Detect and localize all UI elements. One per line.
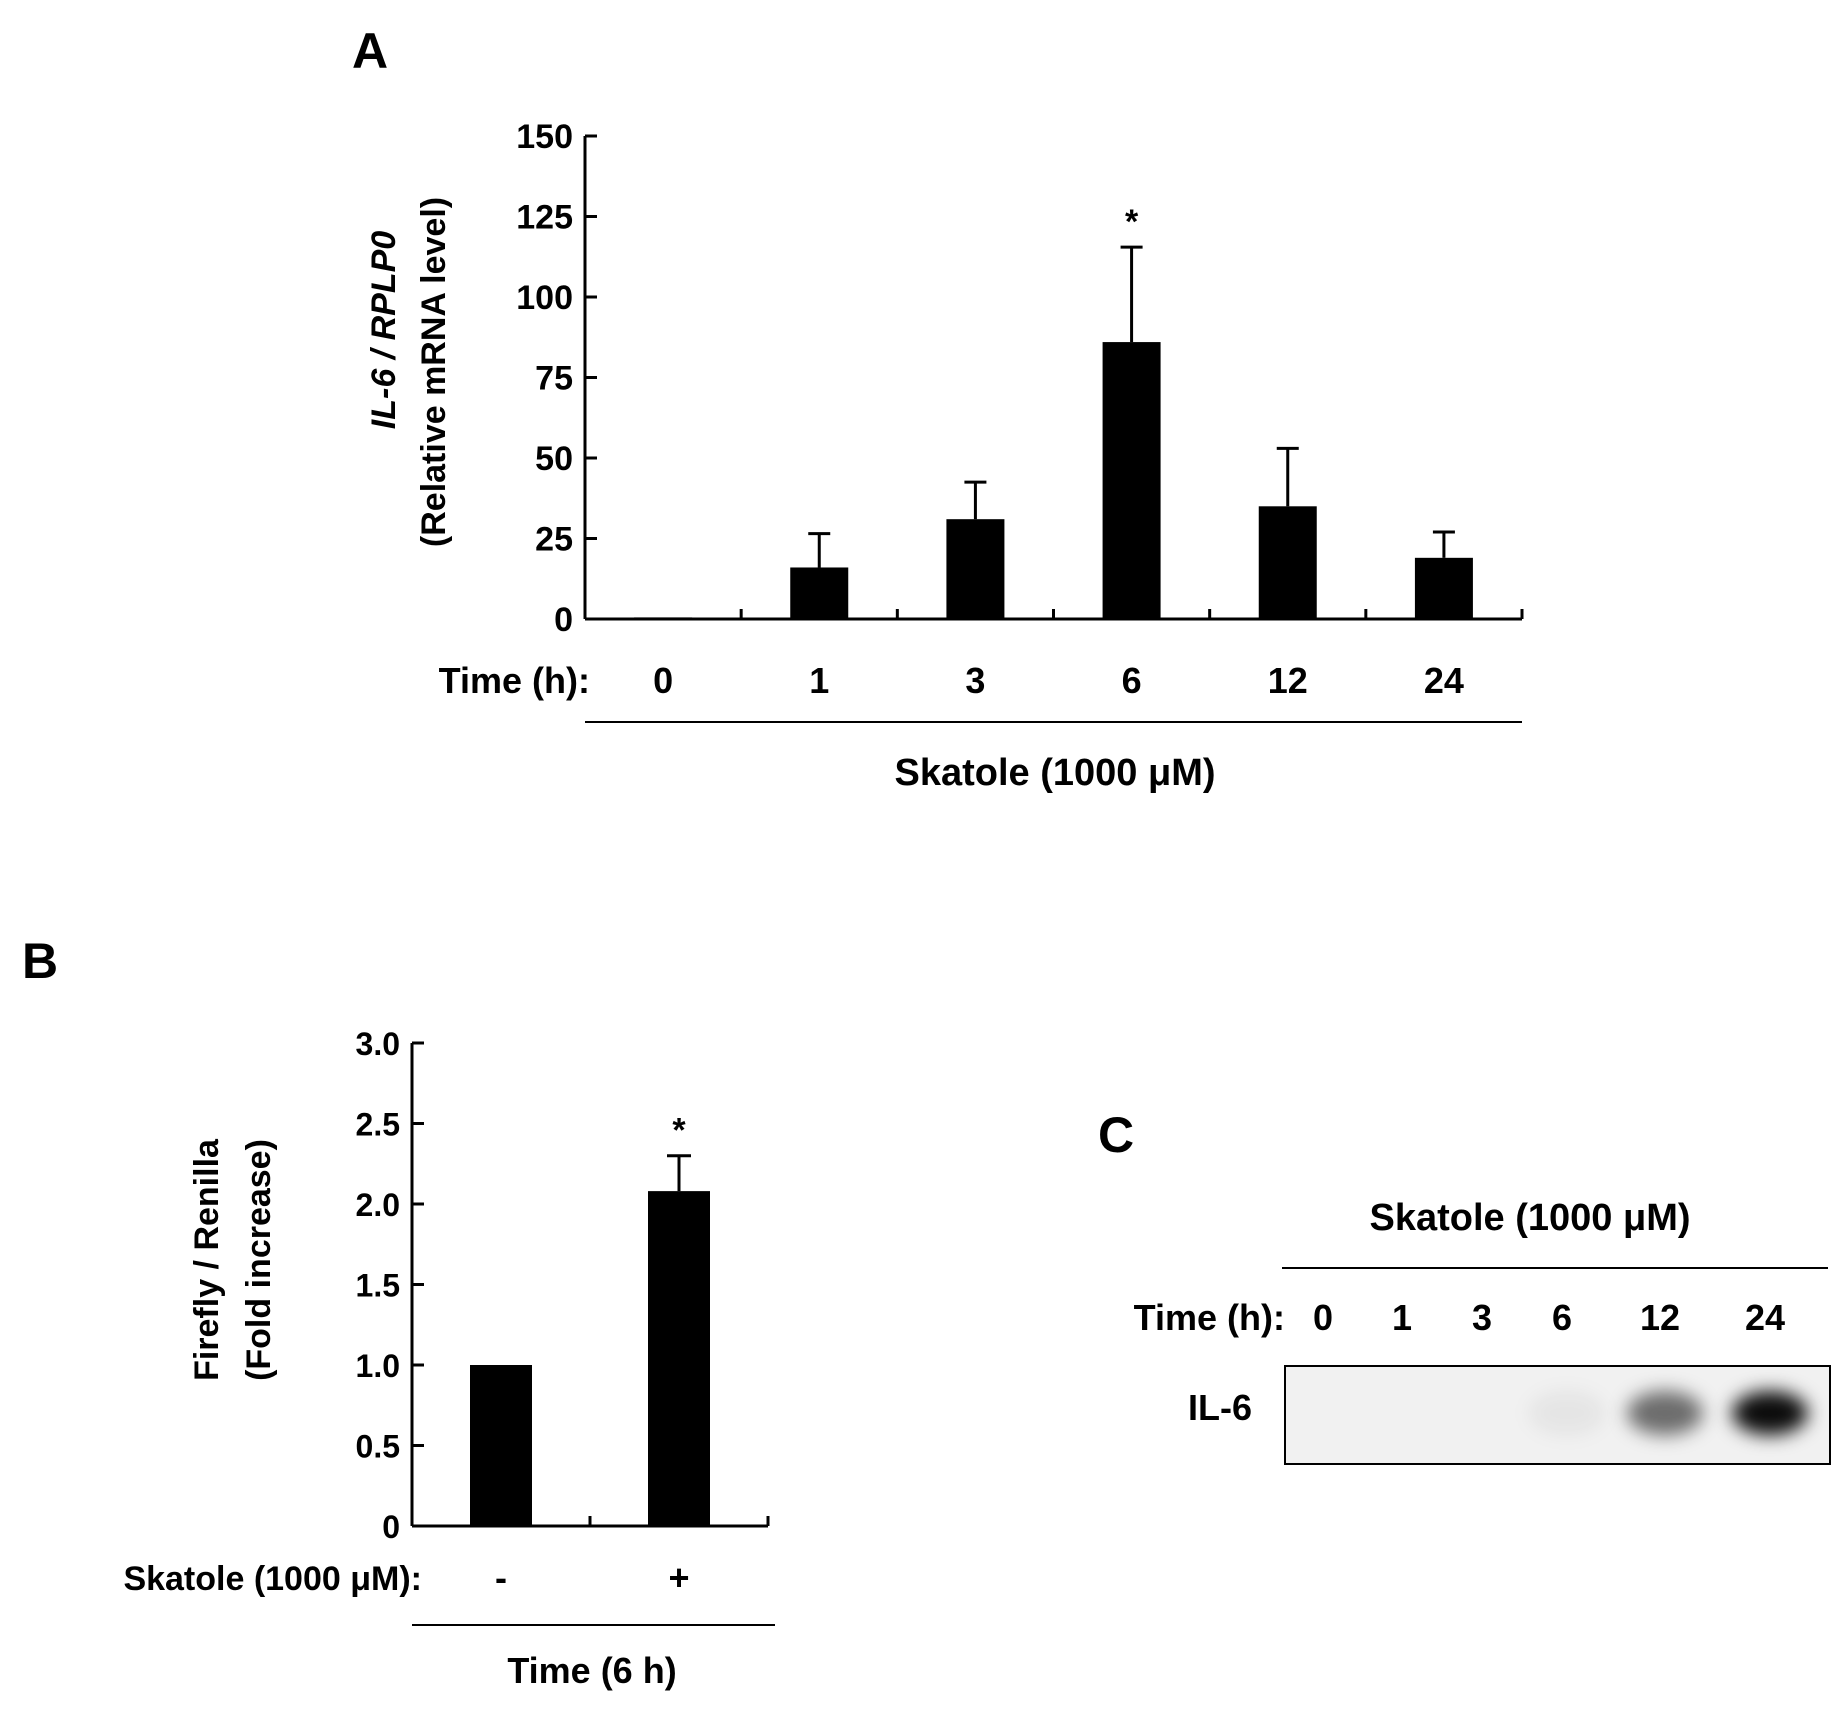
blot-band — [1732, 1391, 1808, 1435]
panel-b-ylabel-wrap: Firefly / Renilla — [188, 1138, 226, 1381]
panel-c-letter: C — [1098, 1107, 1134, 1163]
panel-a-x-labels: 0 1 3 6 12 24 — [653, 660, 1464, 701]
a-y-tick-label: 75 — [535, 360, 573, 398]
a-bar — [634, 617, 693, 619]
blot-lane-label: 6 — [1552, 1297, 1572, 1338]
b-y-tick-label: 2.0 — [356, 1187, 400, 1223]
blot-lane-label: 3 — [1472, 1297, 1492, 1338]
b-x-tick-label: + — [668, 1557, 689, 1598]
panel-a-ylabel-sub: (Relative mRNA level) — [415, 197, 453, 547]
blot-band — [1627, 1391, 1703, 1435]
blot-treatment-label: Skatole (1000 μM) — [1369, 1197, 1690, 1239]
panel-b-x-prefix: Skatole (1000 μM): — [123, 1560, 422, 1598]
panel-a-letter: A — [352, 23, 388, 79]
a-x-tick-label: 1 — [809, 660, 829, 701]
panel-a-ylabel: IL-6 / RPLP0 — [365, 231, 403, 429]
b-y-tick-label: 2.5 — [356, 1107, 400, 1143]
panel-b-letter: B — [22, 933, 58, 989]
panel-a-bars: * — [634, 203, 1473, 619]
panel-a-group-label: Skatole (1000 μM) — [894, 752, 1215, 794]
blot-band — [1529, 1391, 1605, 1435]
a-y-tick-label: 50 — [535, 440, 573, 478]
b-y-tick-label: 0.5 — [356, 1429, 400, 1465]
a-bar — [946, 519, 1005, 619]
panel-b-ylabel-sub: (Fold increase) — [240, 1139, 278, 1381]
a-y-tick-label: 0 — [554, 601, 573, 639]
a-x-tick-label: 0 — [653, 660, 673, 701]
a-x-tick-label: 24 — [1424, 660, 1464, 701]
blot-lane-label: 24 — [1745, 1297, 1785, 1338]
blot-lane-label: 1 — [1392, 1297, 1412, 1338]
a-significance-mark: * — [1125, 203, 1139, 241]
panel-b-ylabel: Firefly / Renilla — [188, 1138, 226, 1381]
b-y-tick-label: 0 — [382, 1509, 400, 1545]
b-bar — [648, 1191, 710, 1526]
panel-b-ylabel-sub-wrap: (Fold increase) — [240, 1139, 278, 1381]
panel-b-y-axis: 0 0.5 1.0 1.5 2.0 2.5 3.0 — [356, 1026, 770, 1545]
blot-lane-label: 0 — [1313, 1297, 1333, 1338]
panel-b-bars: * — [470, 1112, 710, 1526]
a-bar — [1258, 506, 1317, 619]
a-bar — [790, 567, 849, 619]
panel-a-y-axis: 0 25 50 75 100 125 150 — [516, 118, 1524, 639]
a-x-tick-label: 3 — [965, 660, 985, 701]
a-x-tick-label: 6 — [1122, 660, 1142, 701]
a-y-tick-label: 25 — [535, 521, 573, 559]
panel-a: A IL-6 / RPLP0 (Relative mRNA level) 0 25… — [352, 23, 1524, 794]
b-x-tick-label: - — [495, 1557, 507, 1598]
blot-bands — [1529, 1391, 1808, 1435]
a-y-tick-label: 150 — [516, 118, 573, 156]
panel-a-x-prefix: Time (h): — [439, 660, 590, 701]
blot-lane-labels: 0 1 3 6 12 24 — [1313, 1297, 1785, 1338]
b-y-tick-label: 1.0 — [356, 1348, 400, 1384]
b-significance-mark: * — [672, 1112, 686, 1150]
a-y-tick-label: 100 — [516, 279, 573, 317]
blot-time-prefix: Time (h): — [1134, 1297, 1285, 1338]
panel-a-ylabel-main: IL-6 / RPLP0 — [365, 231, 403, 429]
a-y-tick-label: 125 — [516, 199, 573, 237]
blot-band-label: IL-6 — [1188, 1387, 1252, 1428]
panel-c: C Skatole (1000 μM) Time (h): 0 1 3 6 12 24 I… — [1098, 1107, 1831, 1465]
panel-a-ylabel-sub-wrap: (Relative mRNA level) — [415, 197, 453, 547]
a-bar — [1414, 557, 1473, 619]
b-bar — [470, 1365, 532, 1526]
blot-lane-label: 12 — [1640, 1297, 1680, 1338]
panel-b: B Firefly / Renilla (Fold increase) 0 0.5… — [22, 933, 775, 1691]
panel-b-group-label: Time (6 h) — [507, 1650, 676, 1691]
panel-b-x-labels: - + — [495, 1557, 690, 1598]
a-bar — [1102, 342, 1161, 619]
a-x-tick-label: 12 — [1268, 660, 1308, 701]
b-y-tick-label: 3.0 — [356, 1026, 400, 1062]
b-y-tick-label: 1.5 — [356, 1268, 400, 1304]
